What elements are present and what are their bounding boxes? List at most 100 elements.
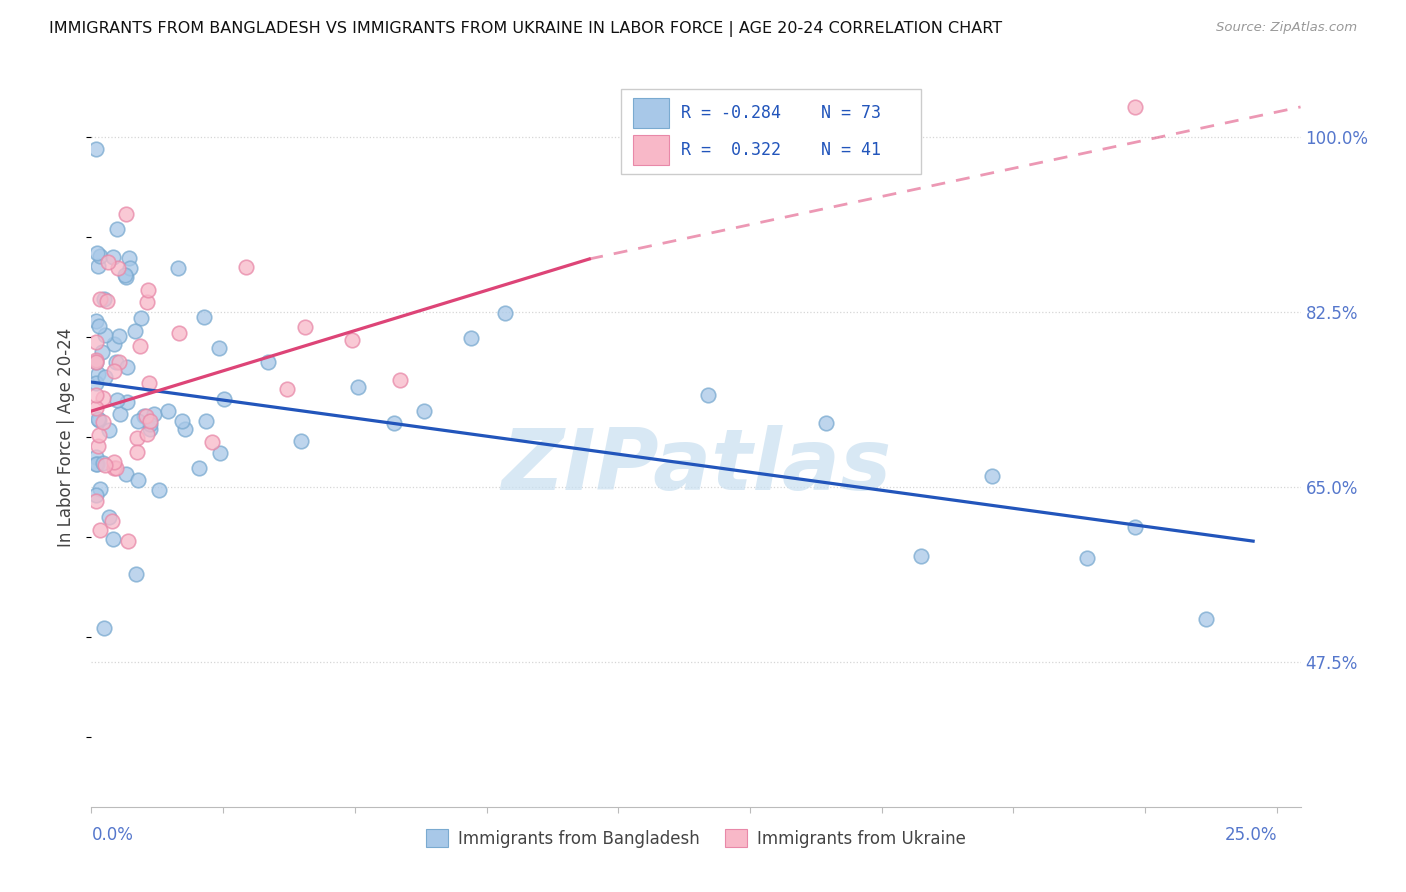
- Point: [104, 354, 127, 368]
- Point: [1195, 612, 1218, 626]
- Point: [87, 411, 110, 425]
- Point: [276, 382, 298, 396]
- Point: [93, 292, 115, 306]
- Point: [1123, 519, 1146, 533]
- Point: [117, 360, 139, 375]
- Point: [413, 404, 436, 418]
- Point: [107, 329, 129, 343]
- Point: [124, 324, 146, 338]
- Point: [87, 412, 110, 426]
- Point: [340, 333, 363, 347]
- Point: [201, 435, 224, 450]
- Point: [89, 249, 111, 263]
- Point: [138, 422, 160, 436]
- Point: [87, 259, 110, 273]
- Point: [460, 331, 482, 345]
- Point: [86, 246, 108, 260]
- Point: [84, 353, 107, 368]
- Point: [93, 458, 115, 472]
- Point: [167, 326, 190, 341]
- Point: [87, 319, 110, 334]
- Point: [84, 334, 107, 349]
- Point: [172, 414, 194, 428]
- Point: [127, 414, 149, 428]
- Point: [124, 567, 146, 582]
- Point: [100, 514, 122, 528]
- Point: [125, 445, 148, 459]
- Point: [815, 416, 838, 430]
- Point: [84, 401, 107, 415]
- Point: [101, 532, 124, 546]
- Point: [105, 393, 128, 408]
- Point: [208, 342, 231, 356]
- Point: [114, 206, 136, 220]
- Point: [214, 392, 236, 407]
- FancyBboxPatch shape: [633, 135, 669, 165]
- Point: [103, 336, 125, 351]
- Point: [132, 409, 155, 423]
- Text: R =  0.322    N = 41: R = 0.322 N = 41: [682, 141, 882, 159]
- Point: [84, 376, 107, 391]
- Point: [347, 380, 370, 394]
- Point: [115, 395, 138, 409]
- Point: [91, 457, 114, 471]
- Point: [98, 510, 121, 524]
- Point: [138, 376, 160, 391]
- Point: [120, 260, 142, 275]
- Point: [91, 391, 114, 405]
- Point: [1076, 551, 1098, 566]
- Point: [87, 439, 110, 453]
- Point: [91, 345, 114, 359]
- Point: [93, 621, 115, 635]
- Point: [105, 460, 128, 475]
- Point: [118, 251, 141, 265]
- Point: [103, 455, 125, 469]
- Point: [115, 270, 138, 285]
- Point: [105, 221, 128, 235]
- Point: [981, 469, 1004, 483]
- Point: [135, 427, 157, 442]
- Point: [87, 367, 110, 381]
- Point: [89, 292, 111, 306]
- Point: [108, 408, 131, 422]
- Point: [84, 493, 107, 508]
- Point: [84, 142, 107, 156]
- Point: [156, 404, 179, 418]
- Text: R = -0.284    N = 73: R = -0.284 N = 73: [682, 103, 882, 122]
- Point: [167, 260, 190, 275]
- Point: [139, 414, 162, 428]
- Point: [84, 354, 107, 368]
- Text: Source: ZipAtlas.com: Source: ZipAtlas.com: [1216, 21, 1357, 35]
- Point: [84, 488, 107, 502]
- Point: [108, 355, 131, 369]
- Point: [97, 423, 120, 437]
- Text: ZIPatlas: ZIPatlas: [501, 425, 891, 508]
- Point: [103, 250, 125, 264]
- Point: [257, 355, 280, 369]
- Point: [86, 355, 108, 369]
- Point: [143, 408, 166, 422]
- Text: 25.0%: 25.0%: [1225, 826, 1277, 844]
- Point: [94, 328, 117, 343]
- Point: [290, 434, 312, 448]
- Point: [97, 255, 120, 269]
- Text: IMMIGRANTS FROM BANGLADESH VS IMMIGRANTS FROM UKRAINE IN LABOR FORCE | AGE 20-24: IMMIGRANTS FROM BANGLADESH VS IMMIGRANTS…: [49, 21, 1002, 37]
- Point: [174, 422, 197, 436]
- Point: [89, 482, 111, 496]
- Point: [89, 427, 111, 442]
- Point: [129, 339, 152, 353]
- FancyBboxPatch shape: [621, 89, 921, 174]
- Point: [136, 295, 159, 310]
- Point: [494, 306, 516, 320]
- Point: [84, 388, 107, 402]
- Point: [114, 268, 136, 282]
- Point: [117, 533, 139, 548]
- Point: [94, 369, 117, 384]
- Point: [125, 431, 148, 445]
- FancyBboxPatch shape: [633, 98, 669, 128]
- Point: [209, 445, 232, 459]
- Point: [86, 457, 108, 471]
- Point: [91, 415, 114, 429]
- Point: [136, 283, 159, 297]
- Point: [131, 311, 153, 326]
